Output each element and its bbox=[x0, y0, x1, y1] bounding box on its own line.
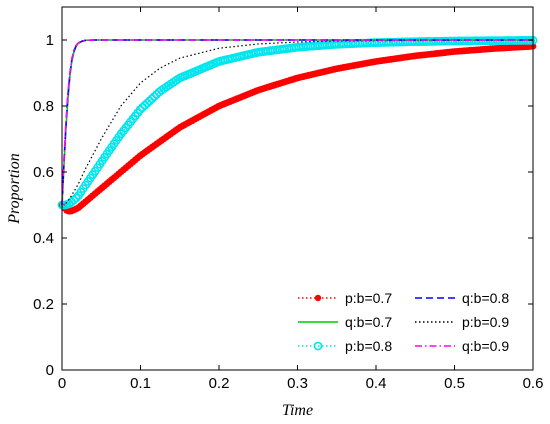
x-tick-label: 0.4 bbox=[366, 375, 387, 392]
x-tick-label: 0.5 bbox=[444, 375, 465, 392]
series-p-b-0-7 bbox=[58, 42, 537, 215]
series-p-b-0-9 bbox=[61, 39, 534, 206]
plot-area bbox=[62, 7, 533, 370]
y-tick-label: 0 bbox=[46, 362, 54, 379]
legend-label: p:b=0.7 bbox=[345, 290, 392, 306]
legend-label: q:b=0.9 bbox=[462, 338, 509, 354]
y-tick-label: 0.4 bbox=[33, 230, 54, 247]
series-line bbox=[62, 39, 534, 206]
series-q-b-0-9 bbox=[61, 39, 533, 206]
y-axis-title: Proportion bbox=[6, 153, 23, 225]
legend-label: p:b=0.8 bbox=[345, 338, 392, 354]
x-tick-label: 0.2 bbox=[209, 375, 230, 392]
y-tick-label: 0.8 bbox=[33, 98, 54, 115]
plot-background bbox=[62, 7, 533, 370]
legend-label: p:b=0.9 bbox=[462, 314, 509, 330]
legend-item-q-b-0-7: q:b=0.7 bbox=[298, 314, 392, 330]
axes-layer: 0 0.1 0.2 0.3 0.4 0.5 0.6 0 0.2 0.4 0.6 0.8 1 bbox=[33, 6, 544, 392]
x-tick-label: 0 bbox=[58, 375, 66, 392]
series-line bbox=[61, 39, 534, 206]
data-point bbox=[138, 103, 147, 112]
series-line bbox=[61, 39, 533, 206]
x-axis-title: Time bbox=[282, 402, 313, 419]
data-point bbox=[140, 100, 150, 110]
legend-item-p-b-0-9: p:b=0.9 bbox=[415, 314, 509, 330]
legend-swatch-marker bbox=[314, 294, 322, 302]
legend-item-p-b-0-8: p:b=0.8 bbox=[298, 338, 392, 354]
legend-swatch-marker bbox=[313, 341, 323, 351]
data-point bbox=[142, 98, 152, 108]
legend-label: q:b=0.8 bbox=[462, 290, 509, 306]
legend-item-q-b-0-9: q:b=0.9 bbox=[415, 338, 509, 354]
legend-label: q:b=0.7 bbox=[345, 314, 392, 330]
y-tick-label: 1 bbox=[46, 32, 54, 49]
series-line bbox=[61, 45, 534, 213]
series-p-b-0-8 bbox=[57, 35, 538, 210]
y-tick-label: 0.2 bbox=[33, 296, 54, 313]
data-point bbox=[135, 105, 145, 115]
data-point bbox=[71, 193, 81, 203]
x-tick-label: 0.6 bbox=[523, 375, 544, 392]
x-tick-label: 0.1 bbox=[130, 375, 151, 392]
data-point bbox=[149, 92, 159, 101]
x-tick-label: 0.3 bbox=[287, 375, 308, 392]
data-point bbox=[69, 195, 79, 205]
data-point bbox=[147, 94, 157, 104]
legend-item-q-b-0-8: q:b=0.8 bbox=[415, 290, 509, 306]
legend: p:b=0.7 q:b=0.8 q:b=0.7 p:b=0.9 p:b=0.8 q:b=0… bbox=[298, 290, 509, 354]
data-point bbox=[145, 96, 154, 106]
series-layer bbox=[57, 35, 538, 215]
y-tick-label: 0.6 bbox=[33, 164, 54, 181]
legend-item-p-b-0-7: p:b=0.7 bbox=[298, 290, 392, 306]
